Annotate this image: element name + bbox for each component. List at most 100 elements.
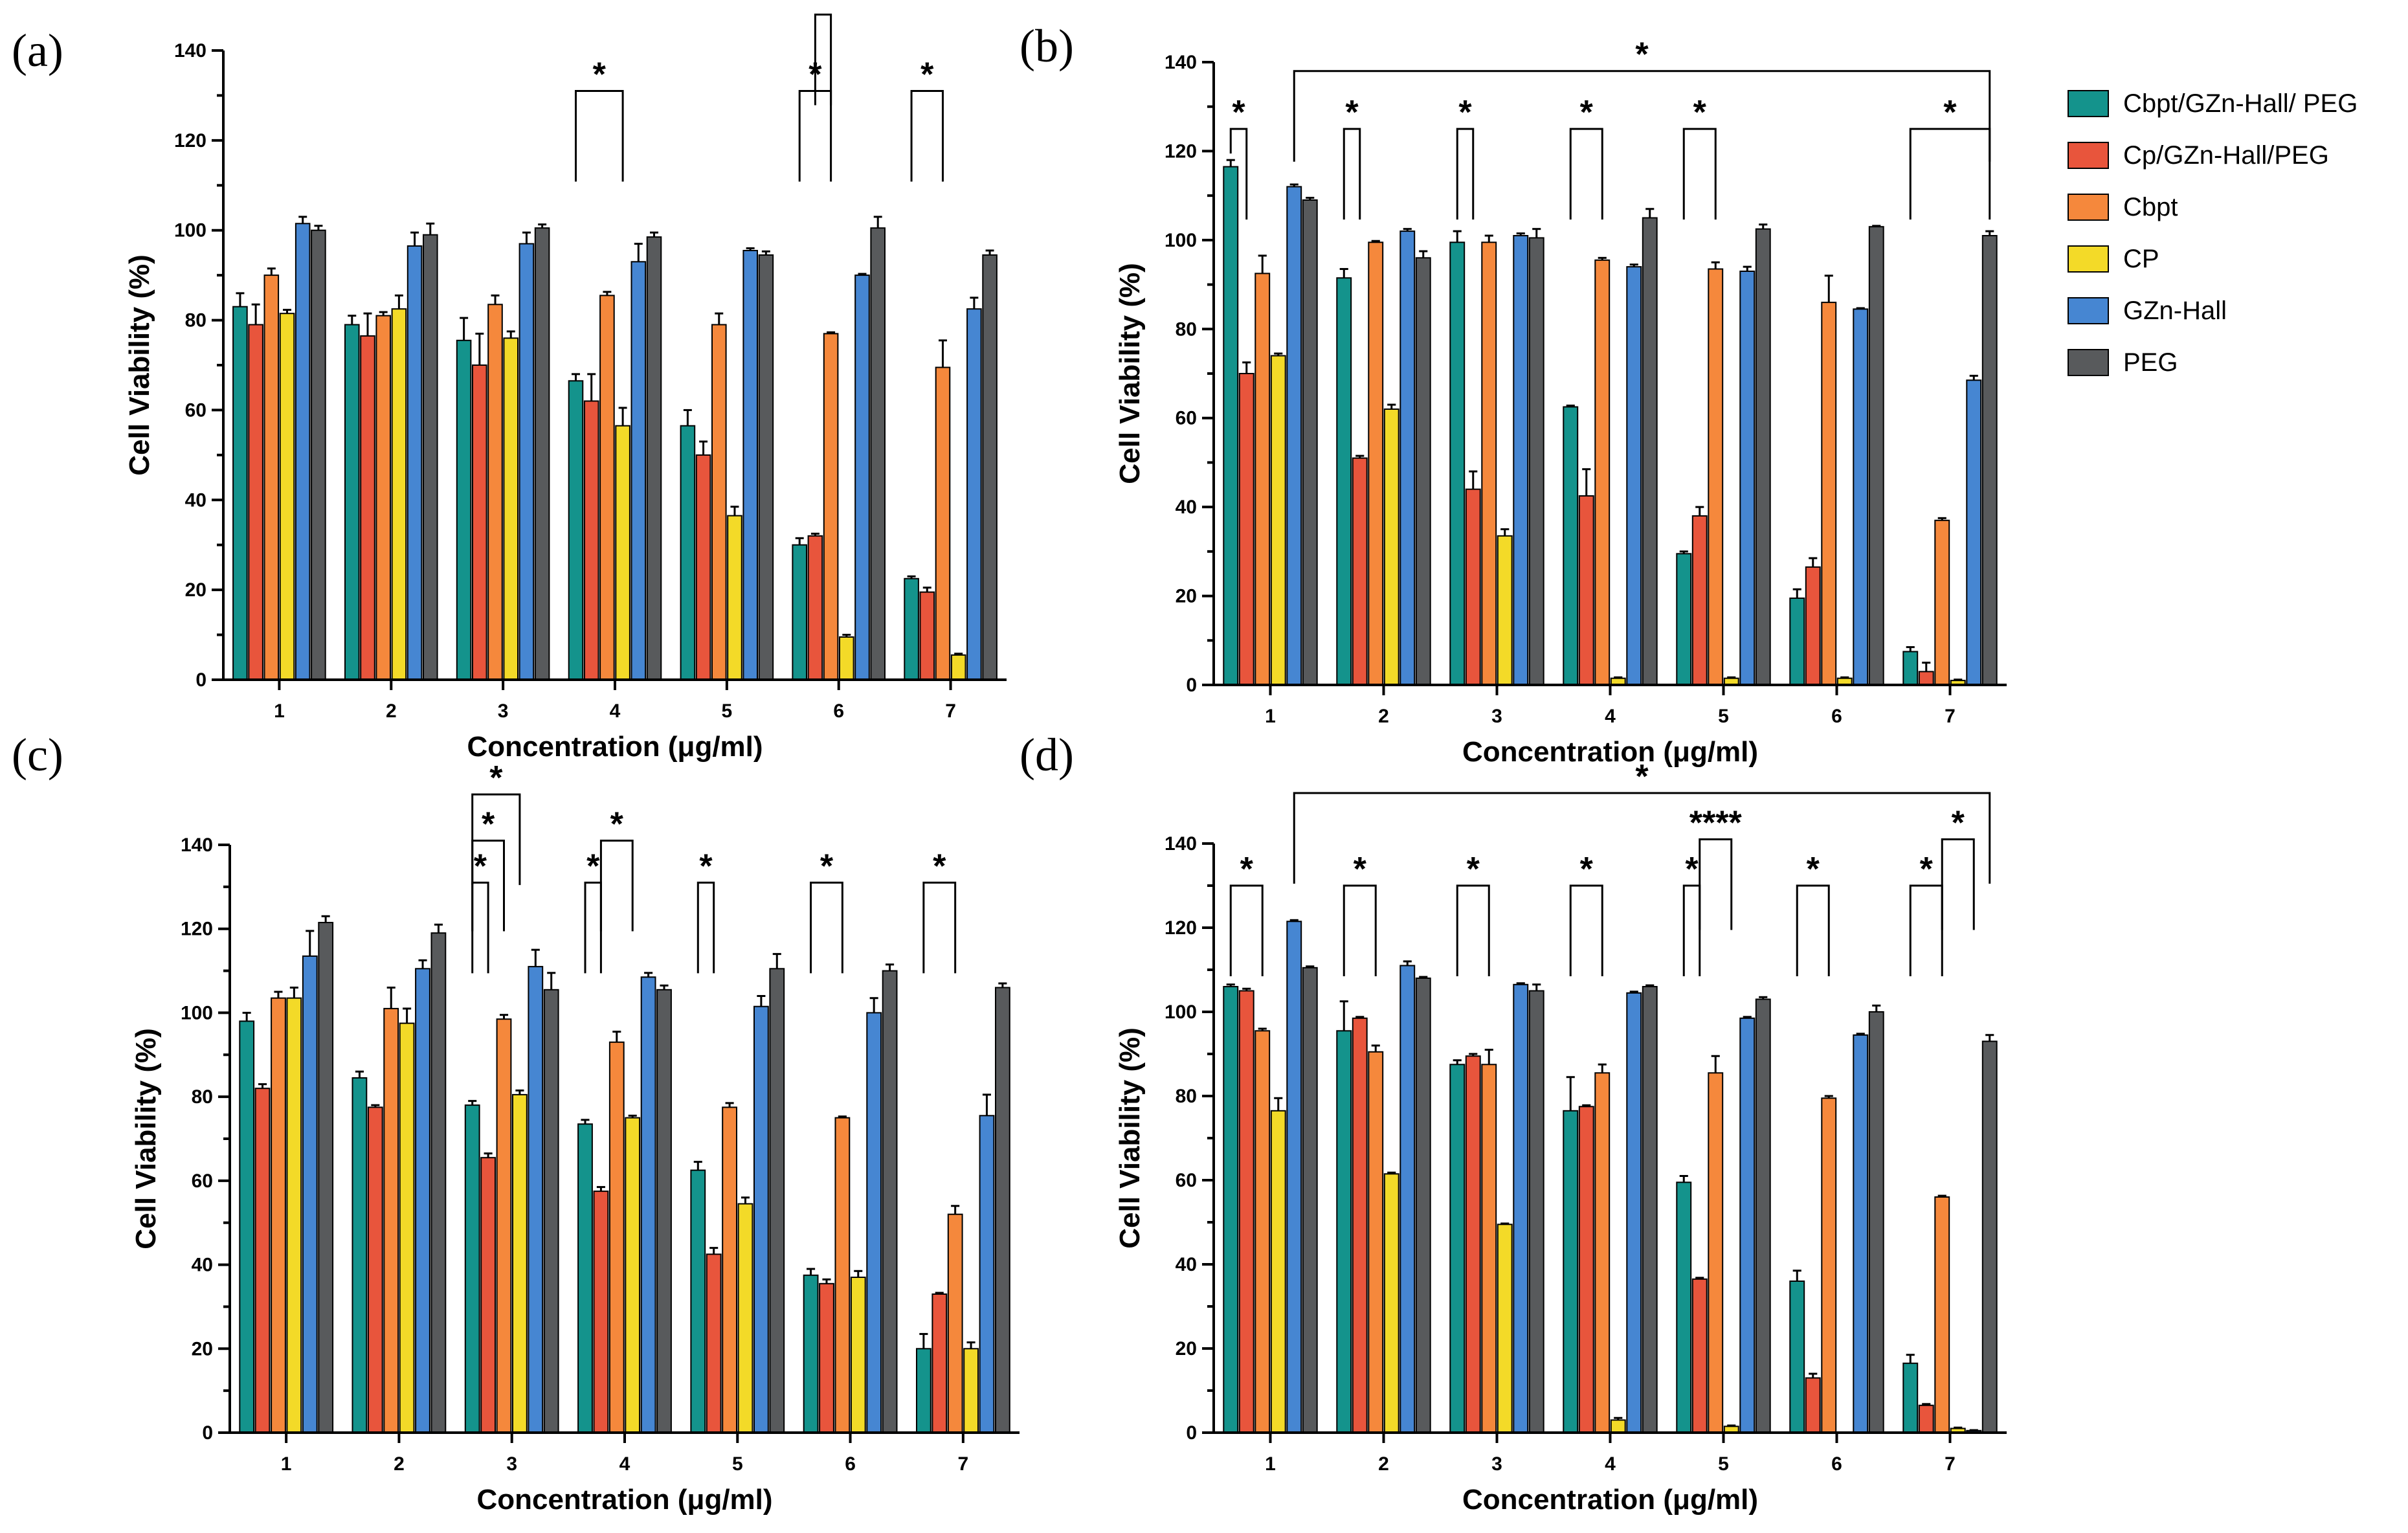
- bar-b-s2-c4: [1578, 495, 1594, 686]
- bar-d-s1-c2: [1336, 1030, 1352, 1434]
- x-tick-label-d-3: 3: [1491, 1453, 1502, 1475]
- bar-b-s6-c4: [1642, 217, 1658, 686]
- bar-a-s4-c1: [279, 313, 295, 680]
- legend-swatch-3: [2068, 194, 2109, 221]
- bar-b-s6-c7: [1981, 235, 1998, 686]
- bar-a-s3-c6: [823, 333, 839, 680]
- bar-c-s4-c5: [737, 1203, 753, 1433]
- significance-bracket-d-4: [1569, 884, 1603, 976]
- significance-bracket-b-6: [1909, 128, 1991, 220]
- bar-d-s2-c4: [1578, 1106, 1594, 1434]
- bar-d-s6-c4: [1642, 986, 1658, 1433]
- bar-b-s5-c6: [1853, 308, 1869, 686]
- bar-d-s2-c7: [1918, 1404, 1934, 1434]
- bar-a-s5-c4: [630, 261, 647, 680]
- significance-label-d-10: *: [1635, 758, 1649, 796]
- x-axis-title-a: Concentration (μg/ml): [467, 731, 763, 763]
- legend-swatch-2: [2068, 142, 2109, 169]
- panel-b: (b) 0 20 40 60 80 100 120 140 1 2 3 4 5 6 7 Concentratio…: [1020, 20, 2007, 768]
- significance-label-d-2: *: [1354, 851, 1367, 888]
- bar-b-s2-c7: [1918, 671, 1934, 686]
- significance-bracket-d-8: [1909, 884, 1943, 976]
- bar-d-s3-c3: [1481, 1064, 1497, 1434]
- panel-a: (a) 0 20 40 60 80 100 120 140 1 2 3 4 5 6 7 Concentratio…: [12, 0, 1007, 763]
- y-tick-label-a-60: 60: [185, 399, 206, 421]
- bar-b-s2-c6: [1805, 566, 1821, 686]
- significance-label-b-7: *: [1635, 36, 1649, 74]
- bar-b-s1-c5: [1676, 553, 1692, 686]
- x-tick-label-d-2: 2: [1378, 1453, 1389, 1475]
- y-tick-label-d-100: 100: [1165, 1001, 1197, 1023]
- significance-label-d-6: ****: [1689, 805, 1743, 842]
- bar-b-s3-c1: [1254, 273, 1271, 686]
- bar-b-s5-c5: [1739, 271, 1756, 686]
- bar-a-s1-c2: [344, 324, 360, 680]
- bar-b-s4-c2: [1383, 408, 1399, 686]
- bar-d-s6-c6: [1868, 1011, 1884, 1433]
- bar-c-s4-c2: [399, 1022, 415, 1433]
- significance-label-c-2: *: [474, 847, 487, 885]
- bar-c-s2-c6: [819, 1282, 834, 1434]
- bar-b-s1-c2: [1336, 277, 1352, 686]
- bar-c-s1-c5: [690, 1169, 706, 1433]
- y-tick-label-b-80: 80: [1176, 319, 1197, 340]
- y-tick-label-c-60: 60: [192, 1170, 213, 1192]
- legend-label-6: PEG: [2123, 348, 2178, 377]
- y-tick-label-b-100: 100: [1165, 230, 1197, 251]
- bar-c-s1-c1: [239, 1020, 255, 1433]
- significance-bracket-d-1: [1229, 884, 1264, 976]
- x-tick-label-c-5: 5: [732, 1453, 743, 1475]
- significance-label-d-8: *: [1920, 851, 1934, 888]
- bar-a-s2-c7: [919, 591, 935, 680]
- significance-label-d-4: *: [1580, 851, 1594, 888]
- bar-d-s4-c2: [1383, 1173, 1399, 1434]
- legend-swatch-4: [2068, 245, 2109, 273]
- y-axis-title-b: Cell Viability (%): [1114, 263, 1146, 484]
- y-tick-label-d-140: 140: [1165, 833, 1197, 855]
- significance-label-b-6: *: [1943, 94, 1957, 131]
- bar-a-s2-c4: [583, 400, 599, 680]
- bar-d-s1-c7: [1902, 1362, 1919, 1434]
- bar-a-s6-c6: [870, 227, 886, 680]
- significance-bracket-a-4: [910, 89, 944, 182]
- panel-label-a: (a): [12, 25, 63, 76]
- bar-c-s1-c3: [464, 1104, 480, 1433]
- bar-a-s4-c2: [391, 308, 407, 680]
- bar-b-s1-c4: [1563, 406, 1579, 686]
- bar-a-s3-c7: [935, 366, 951, 680]
- significance-label-c-3: *: [482, 806, 495, 844]
- y-tick-label-b-0: 0: [1186, 675, 1197, 696]
- bar-a-s6-c2: [423, 234, 438, 680]
- bar-a-s6-c5: [758, 254, 774, 680]
- bar-a-s2-c5: [695, 454, 711, 681]
- significance-label-b-1: *: [1232, 94, 1245, 131]
- bar-a-s6-c4: [646, 236, 662, 681]
- bar-b-s6-c6: [1868, 226, 1884, 686]
- y-tick-label-b-40: 40: [1176, 497, 1197, 518]
- significance-label-c-6: *: [610, 806, 624, 844]
- y-tick-label-b-140: 140: [1165, 52, 1197, 73]
- bar-b-s3-c5: [1708, 268, 1724, 686]
- x-tick-label-d-4: 4: [1605, 1453, 1616, 1475]
- x-tick-label-c-1: 1: [281, 1453, 292, 1475]
- bar-a-s1-c5: [680, 425, 696, 680]
- significance-bracket-c-9: [922, 881, 957, 974]
- significance-bracket-b-1: [1229, 128, 1248, 220]
- bar-a-s6-c7: [982, 254, 998, 680]
- significance-bracket-b-4: [1569, 128, 1603, 220]
- bar-c-s3-c4: [608, 1041, 625, 1434]
- y-tick-label-d-40: 40: [1176, 1254, 1197, 1275]
- bar-d-s4-c4: [1610, 1419, 1626, 1433]
- y-tick-label-b-60: 60: [1176, 408, 1197, 429]
- significance-label-d-3: *: [1467, 851, 1480, 888]
- y-tick-label-a-0: 0: [195, 669, 206, 691]
- significance-label-c-5: *: [586, 847, 600, 885]
- bar-d-s6-c7: [1981, 1040, 1998, 1433]
- bar-d-s6-c1: [1302, 967, 1318, 1434]
- y-tick-label-a-120: 120: [174, 130, 206, 151]
- significance-label-d-5: *: [1685, 851, 1699, 888]
- bar-c-s1-c2: [351, 1077, 368, 1433]
- bar-b-s4-c3: [1497, 535, 1513, 686]
- bar-a-s6-c3: [534, 227, 550, 680]
- bar-a-s6-c1: [311, 229, 326, 680]
